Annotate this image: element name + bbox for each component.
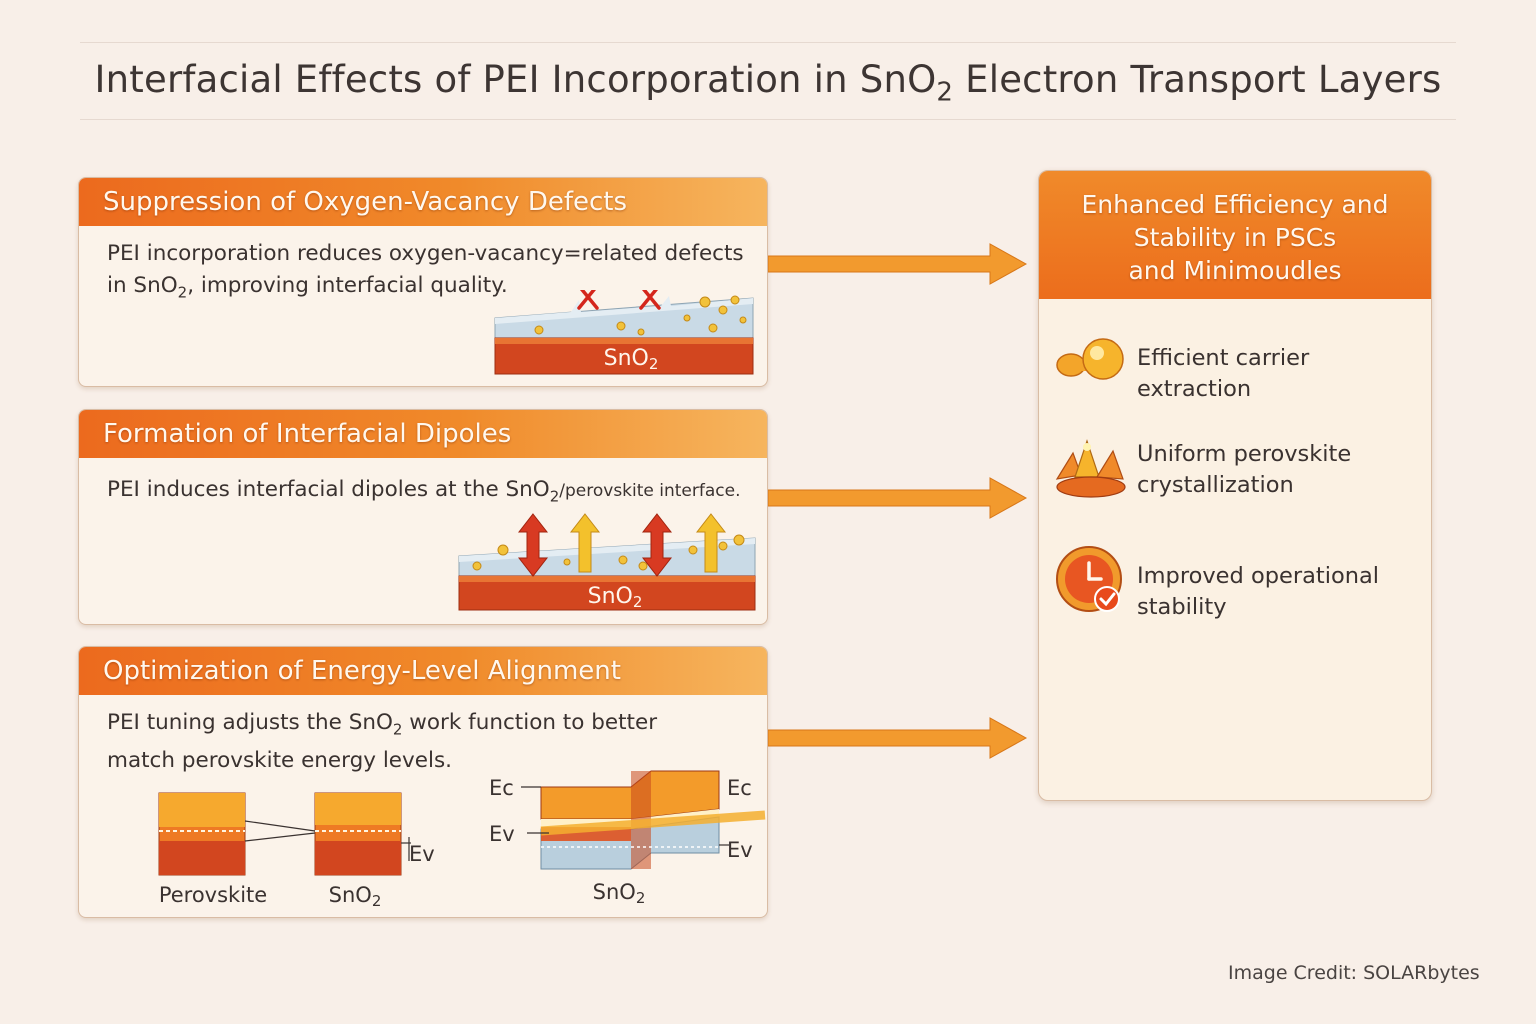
cross-icon [577, 290, 661, 310]
dipole-arrow-yellow-icon [569, 513, 727, 573]
perovskite-label: Perovskite [159, 883, 267, 907]
card-energy-alignment: Optimization of Energy-Level Alignment P… [78, 646, 768, 918]
carrier-icon [1056, 338, 1124, 380]
card-text: PEI induces interfacial dipoles at the S… [107, 477, 741, 506]
sno2-bottom-label: SnO2 [593, 880, 646, 907]
card-text: PEI tuning adjusts the SnO2 work functio… [107, 710, 658, 774]
ec-left-label: Ec [489, 776, 514, 800]
ev-right-label: Ev [727, 838, 753, 862]
dipole-illustration: SnO2 [458, 513, 756, 611]
card-header: Optimization of Energy-Level Alignment [79, 647, 767, 695]
arrow-right-icon [768, 243, 1028, 285]
benefit-item: Efficient carrier extraction [1137, 345, 1310, 402]
clock-check-icon [1056, 546, 1122, 612]
result-header: Enhanced Efficiency and Stability in PSC… [1039, 171, 1431, 299]
page-title: Interfacial Effects of PEI Incorporation… [94, 58, 1442, 108]
card-oxygen-vacancy: Suppression of Oxygen-Vacancy Defects PE… [78, 177, 768, 387]
energy-level-diagram: Ev Perovskite SnO2 Ec Ev Ec Ev SnO2 [158, 770, 766, 910]
card-header: Suppression of Oxygen-Vacancy Defects [79, 178, 767, 226]
arrow-right-icon [768, 717, 1028, 759]
benefit-item: Improved operational stability [1137, 563, 1380, 620]
ec-right-label: Ec [727, 776, 752, 800]
benefit-item: Uniform perovskite crystallization [1137, 441, 1352, 498]
card-text: PEI incorporation reduces oxygen-vacancy… [107, 241, 744, 302]
sno2-label: SnO2 [329, 883, 382, 910]
arrow-right-icon [768, 477, 1028, 519]
card-interfacial-dipoles: Formation of Interfacial Dipoles PEI ind… [78, 409, 768, 625]
crystal-icon [1055, 439, 1126, 498]
sno2-label: SnO2 [588, 584, 643, 611]
result-panel: Enhanced Efficiency and Stability in PSC… [1038, 170, 1432, 801]
title-rule [80, 119, 1456, 120]
defect-dots [534, 295, 747, 336]
card-header: Formation of Interfacial Dipoles [79, 410, 767, 458]
sno2-label: SnO2 [604, 346, 659, 373]
image-credit: Image Credit: SOLARbytes [1228, 962, 1480, 984]
defect-layer-illustration: SnO2 [494, 290, 754, 375]
ev-left-label: Ev [489, 822, 515, 846]
ev-label: Ev [409, 842, 435, 866]
top-rule [80, 42, 1456, 43]
dipole-arrow-red-icon [517, 513, 673, 577]
